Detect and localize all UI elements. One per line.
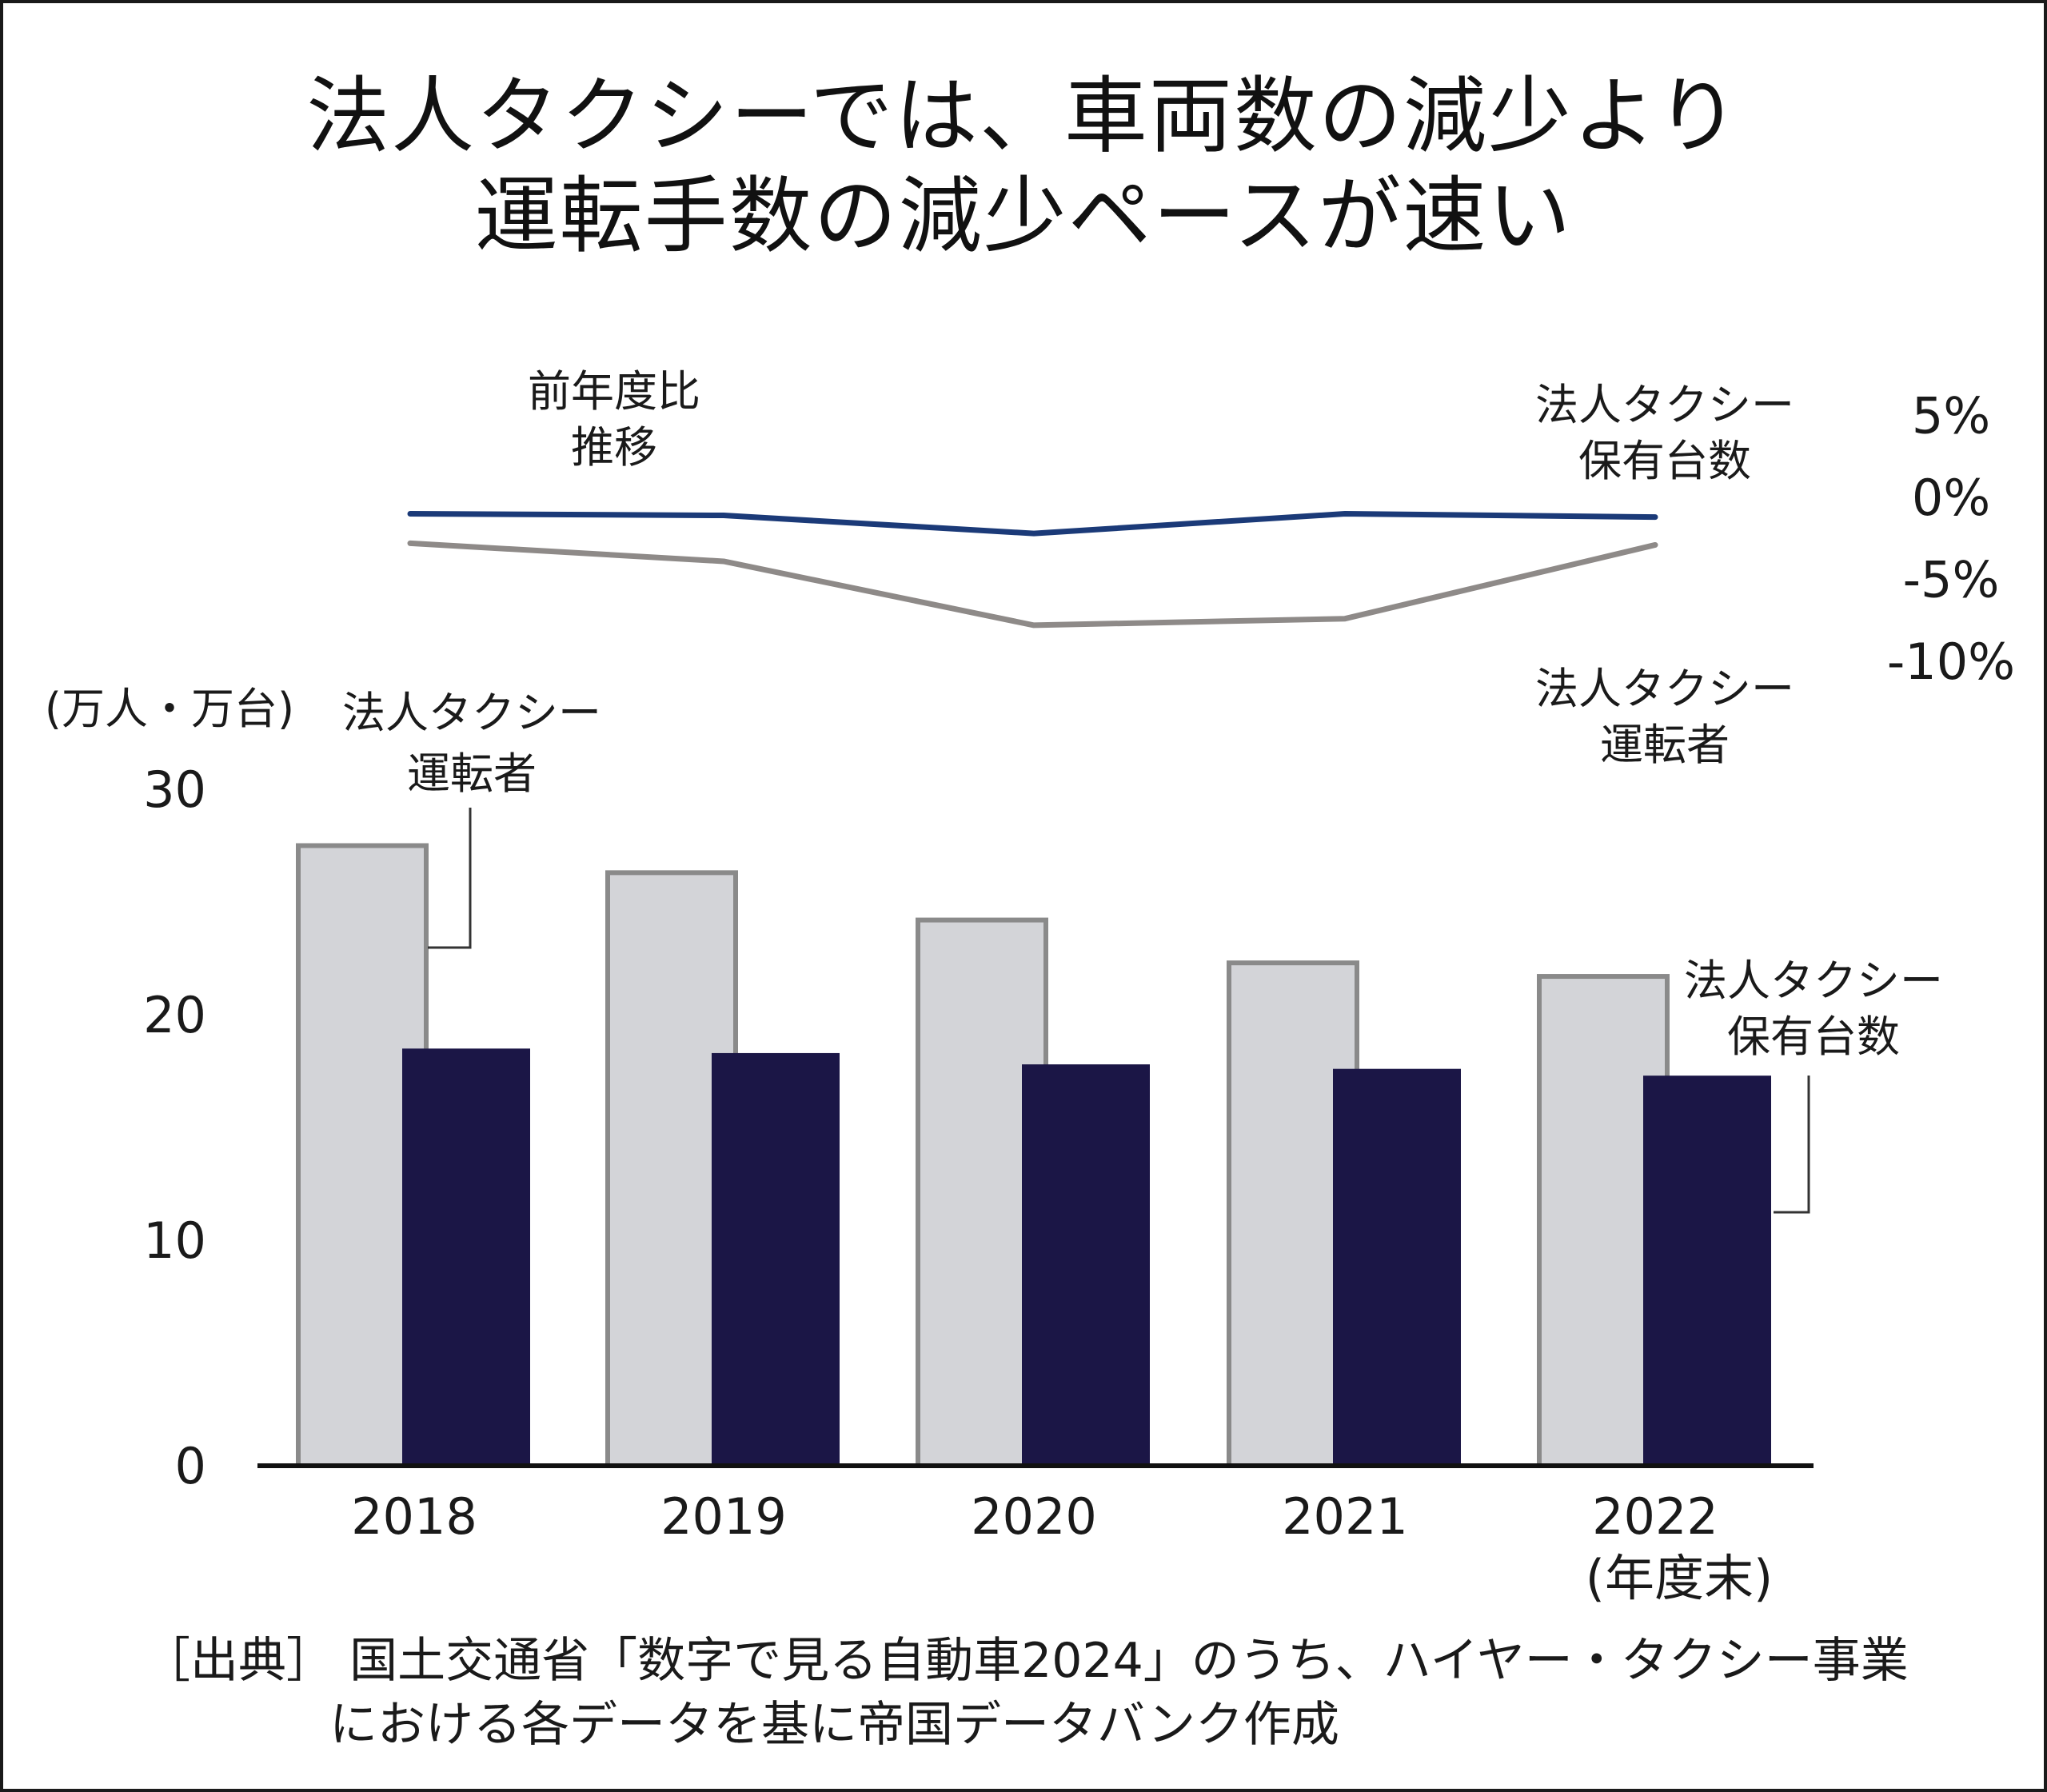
line-label-vehicles-line-2: 保有台数: [1578, 436, 1751, 486]
line-label-drivers-line-2: 運転者: [1600, 720, 1730, 770]
bar-y-tick-label-10: 10: [143, 1211, 206, 1270]
callout-vehicle-bar-line-2: 保有台数: [1727, 1012, 1900, 1062]
x-tick-label-2019: 2019: [660, 1487, 787, 1546]
line-y-tick-label-0: 5%: [1912, 387, 1990, 445]
bar-y-tick-label-20: 20: [143, 986, 206, 1044]
line-label-drivers-line-1: 法人タクシー: [1535, 664, 1794, 714]
line-point-vehicles-2021: [1344, 513, 1346, 515]
callout-vehicle-bar-leader: [1774, 1076, 1810, 1214]
x-tick-label-2021: 2021: [1282, 1487, 1408, 1546]
line-point-drivers-2022: [1654, 544, 1656, 546]
source-line-1: ［出典］ 国土交通省「数字で見る自動車2024」のうち、ハイヤー・タクシー事業: [142, 1633, 1909, 1689]
source-line-2: における各データを基に帝国データバンク作成: [329, 1697, 1339, 1753]
callout-driver-bar-line-2: 運転者: [407, 748, 537, 799]
callout-driver-bar-line-1: 法人タクシー: [342, 688, 601, 738]
bar-y-axis-unit: (万人・万台): [45, 684, 294, 734]
line-label-vehicles-line-1: 法人タクシー: [1535, 380, 1794, 430]
line-point-drivers-2021: [1344, 617, 1346, 620]
line-point-drivers-2019: [723, 560, 724, 562]
line-point-vehicles-2022: [1654, 516, 1656, 518]
x-tick-label-2018: 2018: [351, 1487, 477, 1546]
line-point-vehicles-2020: [1033, 533, 1035, 535]
line-y-tick-label-1: 0%: [1912, 469, 1990, 527]
chart-title-line-1: 法人タクシーでは、車両数の減少より: [306, 67, 1741, 165]
line-point-vehicles-2018: [409, 513, 411, 515]
x-axis-unit-label: (年度末): [1586, 1549, 1773, 1607]
bar-vehicle-2021: [1333, 1068, 1461, 1466]
x-tick-label-2020: 2020: [971, 1487, 1097, 1546]
line-series-drivers: [407, 540, 1658, 629]
line-y-tick-label-3: -10%: [1887, 633, 2015, 691]
callout-driver-bar-leader: [428, 808, 472, 949]
bar-vehicle-2020: [1022, 1064, 1150, 1466]
bar-vehicle-2019: [712, 1052, 840, 1466]
line-point-drivers-2018: [409, 542, 411, 545]
line-series-vehicles: [407, 511, 1658, 537]
bar-y-tick-label-0: 0: [175, 1437, 206, 1495]
x-tick-label-2022: 2022: [1592, 1487, 1718, 1546]
bar-y-tick-label-30: 30: [143, 760, 206, 819]
line-point-drivers-2020: [1033, 624, 1035, 626]
line-chart-title-line-1: 前年度比: [528, 366, 700, 417]
callout-vehicle-bar-line-1: 法人タクシー: [1684, 956, 1943, 1006]
line-point-vehicles-2019: [723, 514, 724, 517]
line-chart-title-line-2: 推移: [571, 422, 657, 473]
bar-vehicle-2022: [1643, 1076, 1771, 1466]
bar-vehicle-2018: [402, 1048, 530, 1466]
chart-title-line-2: 運転手数の減少ペースが速い: [474, 167, 1573, 265]
line-y-tick-label-2: -5%: [1903, 551, 2000, 609]
